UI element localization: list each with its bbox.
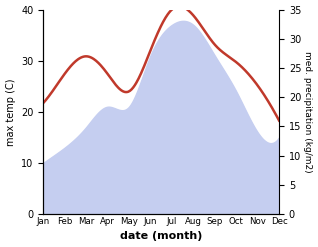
X-axis label: date (month): date (month)	[120, 231, 202, 242]
Y-axis label: max temp (C): max temp (C)	[5, 78, 16, 145]
Y-axis label: med. precipitation (kg/m2): med. precipitation (kg/m2)	[303, 51, 313, 173]
